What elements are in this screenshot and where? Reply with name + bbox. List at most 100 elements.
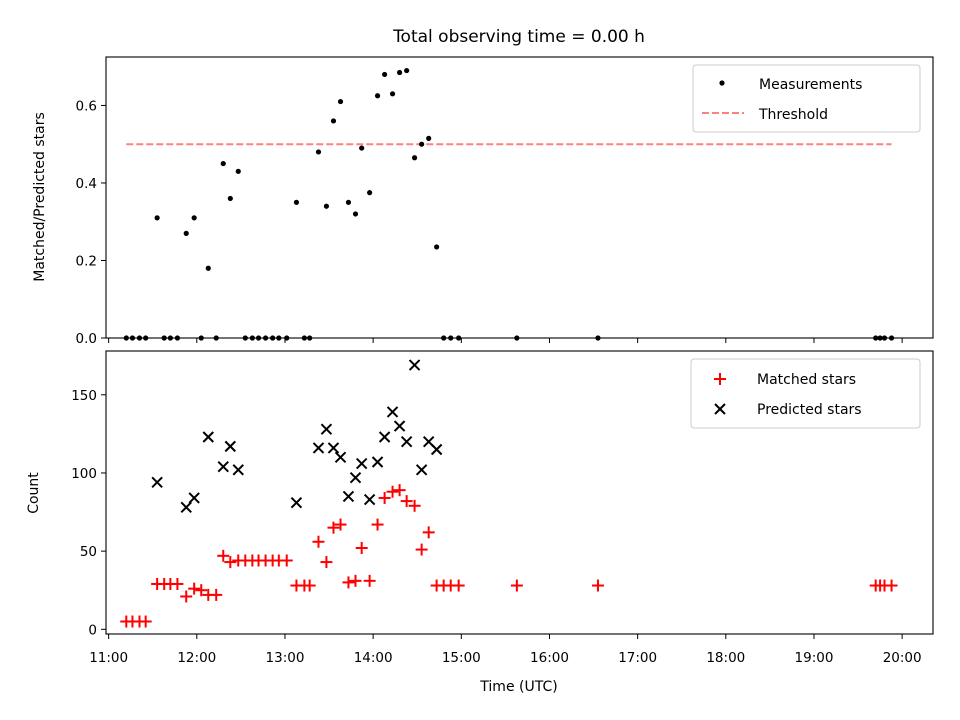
matched-star-marker	[195, 584, 208, 597]
matched-star-marker	[139, 615, 152, 628]
top-panel-frame	[105, 56, 934, 339]
top-panel-y-axis-label: Matched/Predicted stars	[32, 112, 48, 282]
top-legend: Measurements Threshold	[692, 64, 921, 133]
legend-predicted-marker	[714, 403, 726, 415]
predicted-marker-b	[349, 471, 362, 484]
predicted-marker-b	[217, 460, 229, 473]
bottom-legend-box	[690, 358, 921, 429]
predicted-star-marker	[180, 501, 192, 514]
predicted-marker-b	[408, 359, 421, 371]
measurement-point	[411, 155, 418, 161]
matched-star-marker	[415, 543, 428, 556]
measurement-point	[382, 71, 388, 78]
predicted-star-marker	[355, 457, 368, 470]
predicted-marker-b	[180, 501, 192, 514]
predicted-star-marker	[349, 471, 362, 484]
measurement-point	[352, 211, 359, 217]
predicted-marker-b	[371, 456, 384, 468]
legend-matched-label: Matched stars	[757, 372, 856, 388]
bottom-x-tick-label: 19:00	[795, 650, 834, 666]
bottom-panel-frame	[105, 350, 934, 635]
measurement-point	[183, 230, 189, 236]
matched-star-marker	[217, 549, 230, 562]
predicted-marker-b	[378, 431, 391, 443]
bottom-y-tick-label: 150	[71, 388, 97, 404]
matched-star-marker	[408, 499, 421, 512]
matched-star-marker	[422, 526, 435, 539]
predicted-marker-b	[342, 490, 355, 503]
matched-star-marker	[334, 518, 347, 531]
matched-star-marker	[885, 579, 898, 592]
predicted-star-marker	[151, 476, 163, 489]
top-y-tick-label: 0.6	[76, 98, 97, 114]
matched-star-marker	[386, 485, 399, 498]
matched-star-marker	[210, 588, 223, 601]
predicted-marker-b	[393, 420, 406, 432]
predicted-star-marker	[188, 492, 200, 504]
predicted-marker-b	[224, 440, 237, 453]
measurement-point	[359, 145, 365, 151]
predicted-star-marker	[320, 423, 333, 435]
bottom-x-tick-label: 18:00	[706, 650, 745, 666]
bottom-x-tick-label: 17:00	[618, 650, 657, 666]
predicted-marker-b	[188, 492, 200, 504]
measurement-point	[205, 265, 211, 271]
bottom-x-tick-label: 14:00	[354, 650, 393, 666]
matched-star-marker	[452, 579, 465, 592]
matched-star-marker	[280, 554, 293, 567]
matched-star-marker	[378, 491, 391, 504]
top-legend-box	[692, 64, 921, 133]
predicted-star-marker	[415, 464, 428, 476]
matched-star-marker	[591, 579, 604, 592]
predicted-marker-b	[232, 464, 244, 476]
matched-star-marker	[342, 576, 355, 589]
matched-star-marker	[510, 579, 523, 592]
bottom-legend: Matched stars Predicted stars	[690, 358, 921, 429]
bottom-x-tick-label: 20:00	[883, 650, 922, 666]
legend-threshold-label: Threshold	[758, 107, 828, 123]
bottom-y-tick-label: 100	[71, 466, 97, 482]
measurement-point	[419, 141, 425, 147]
measurement-point	[374, 93, 381, 99]
matched-star-marker	[355, 542, 368, 555]
legend-measurements-marker	[719, 80, 725, 86]
measurement-point	[220, 160, 226, 167]
measurement-point	[227, 195, 233, 202]
measurement-point	[323, 203, 330, 209]
bottom-x-tick-label: 11:00	[89, 650, 128, 666]
legend-matched-marker	[714, 373, 726, 385]
bottom-y-tick-label: 50	[80, 544, 97, 560]
matched-star-marker	[320, 556, 333, 569]
predicted-star-marker	[363, 493, 376, 506]
predicted-star-marker	[408, 359, 421, 371]
bottom-panel-y-axis-label: Count	[26, 472, 42, 514]
measurement-point	[315, 149, 322, 155]
top-panel-title: Total observing time = 0.00 h	[392, 27, 645, 47]
matched-star-marker	[349, 574, 362, 587]
matched-star-marker	[393, 484, 406, 497]
bottom-panel-x-ticks: 11:00 12:00 13:00 14:00 15:00 16:00 17:00 18:00…	[89, 634, 922, 666]
matched-star-marker	[224, 556, 237, 569]
matched-star-marker	[371, 518, 384, 531]
predicted-marker-b	[334, 451, 347, 464]
predicted-star-marker	[430, 443, 443, 456]
measurement-point	[293, 199, 300, 205]
predicted-marker-b	[320, 423, 333, 435]
bottom-x-tick-label: 13:00	[266, 650, 305, 666]
bottom-x-tick-label: 15:00	[442, 650, 481, 666]
measurement-point	[330, 118, 337, 124]
bottom-x-tick-label: 16:00	[530, 650, 569, 666]
predicted-star-marker	[371, 456, 384, 468]
predicted-marker-b	[327, 442, 340, 454]
predicted-star-marker	[217, 460, 229, 473]
measurement-point	[426, 135, 432, 141]
predicted-star-marker	[232, 464, 244, 476]
top-panel-x-ticks	[108, 338, 903, 343]
legend-measurements-label: Measurements	[759, 77, 862, 93]
predicted-star-marker	[393, 420, 406, 432]
measurement-point	[396, 69, 403, 76]
predicted-star-marker	[400, 435, 413, 448]
matched-star-marker	[171, 577, 184, 590]
top-y-tick-label: 0.0	[76, 331, 97, 347]
